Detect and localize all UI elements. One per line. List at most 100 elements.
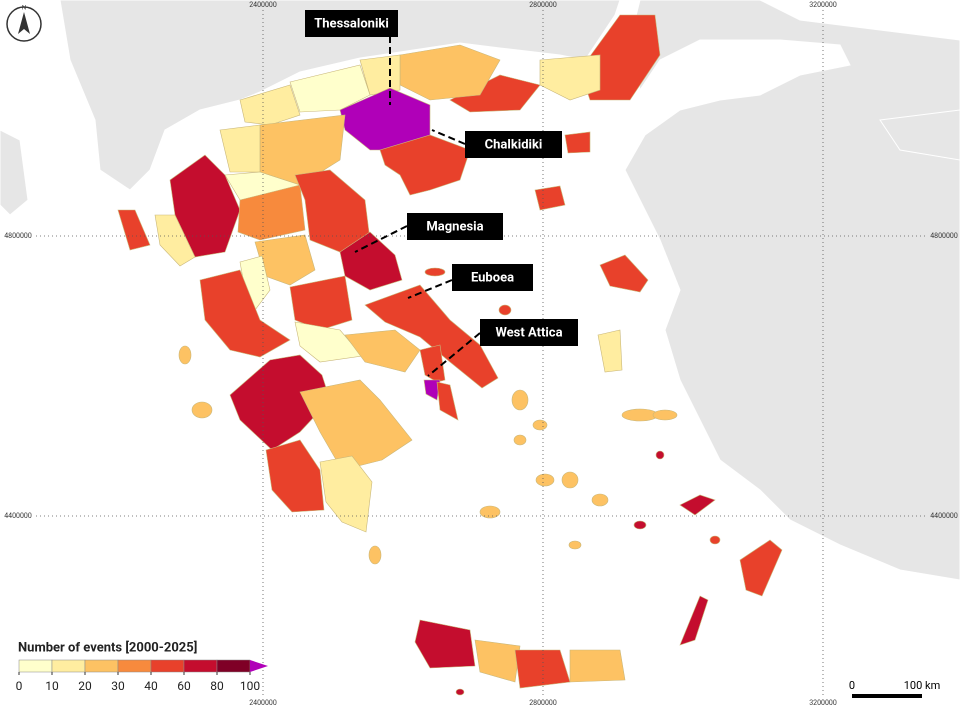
region: [449, 74, 541, 113]
region: [423, 379, 441, 401]
legend-tick-label: 30: [111, 679, 125, 693]
grid-label: 4400000: [930, 512, 958, 520]
island: [455, 688, 465, 696]
turkey-north: [879, 109, 960, 161]
region: [299, 379, 413, 471]
region: [739, 539, 783, 597]
island: [532, 419, 548, 431]
callout-box: [480, 319, 578, 346]
region: [239, 84, 301, 126]
legend-swatch: [150, 659, 185, 673]
island: [511, 389, 529, 411]
island: [535, 473, 555, 487]
legend-tick-label: 0: [16, 679, 23, 693]
region: [569, 649, 626, 683]
grid-label: 2400000: [249, 1, 277, 9]
callout-label: Magnesia: [426, 219, 483, 234]
island: [633, 520, 647, 530]
island: [424, 267, 446, 277]
region: [154, 214, 196, 267]
region: [679, 595, 709, 646]
legend-tick-label: 60: [177, 679, 191, 693]
legend-swatch: [216, 659, 251, 673]
island: [191, 401, 213, 419]
region: [474, 639, 521, 683]
island: [561, 471, 579, 489]
scale-bar: [852, 694, 922, 698]
grid-label: 4400000: [4, 512, 32, 520]
callout-box: [305, 10, 398, 37]
region: [514, 649, 571, 689]
island: [513, 434, 527, 446]
legend-swatch: [183, 659, 218, 673]
island: [568, 540, 582, 550]
grid-label: 3200000: [809, 1, 837, 9]
island: [621, 408, 659, 422]
island: [498, 304, 512, 316]
region: [599, 254, 649, 293]
grid-label: 4800000: [4, 232, 32, 240]
callout-label: Thessaloniki: [314, 16, 389, 31]
callout-label: Euboea: [471, 270, 514, 285]
island: [368, 545, 382, 565]
callout-box: [407, 213, 503, 240]
callout-box: [465, 131, 562, 158]
island: [178, 345, 192, 365]
region: [414, 619, 476, 669]
region: [436, 381, 459, 421]
region: [564, 131, 591, 154]
region: [364, 284, 499, 389]
turkey: [624, 0, 960, 581]
legend-swatch: [18, 659, 53, 673]
scale-label: 0: [849, 679, 855, 692]
legend-swatch: [51, 659, 86, 673]
north-label: N: [22, 5, 26, 12]
island: [655, 450, 665, 460]
region: [379, 134, 471, 196]
callout-leader: [354, 225, 408, 253]
legend-tick-label: 40: [144, 679, 158, 693]
island: [591, 493, 609, 507]
region: [117, 209, 151, 251]
legend-tick-label: 20: [78, 679, 92, 693]
region: [539, 54, 601, 101]
legend-title: Number of events [2000-2025]: [18, 639, 197, 655]
north-pointer: [18, 12, 30, 34]
island: [652, 409, 678, 421]
island: [709, 535, 721, 545]
north-arrow: N: [6, 5, 42, 42]
neighbour-countries: [0, 0, 960, 581]
legend-extension: [250, 660, 268, 672]
region: [294, 321, 363, 363]
legend-tick-label: 10: [45, 679, 59, 693]
grid-label: 2800000: [529, 1, 557, 9]
legend-tick-label: 80: [210, 679, 224, 693]
region: [679, 494, 716, 516]
grid-label: 2400000: [249, 699, 277, 707]
callout-label: West Attica: [495, 325, 562, 340]
callout-box: [452, 264, 533, 291]
callout-label: Chalkidiki: [485, 137, 543, 152]
region: [344, 329, 421, 373]
region: [289, 64, 371, 113]
region: [199, 269, 291, 358]
region: [237, 184, 306, 241]
region: [419, 344, 446, 383]
scale-label: 100 km: [904, 679, 941, 692]
region: [319, 455, 373, 533]
grid-label: 2800000: [529, 699, 557, 707]
legend-swatch: [84, 659, 119, 673]
grid-label: 4800000: [930, 232, 958, 240]
grid-label: 3200000: [809, 699, 837, 707]
region: [289, 275, 353, 331]
legend-tick-label: 100: [240, 679, 260, 693]
italy: [0, 129, 29, 216]
region: [534, 185, 566, 211]
callout-leader: [427, 332, 481, 377]
callout-leader: [431, 129, 466, 145]
callout-leader: [407, 279, 453, 299]
region: [265, 439, 325, 513]
region: [597, 329, 623, 373]
legend-swatch: [117, 659, 152, 673]
